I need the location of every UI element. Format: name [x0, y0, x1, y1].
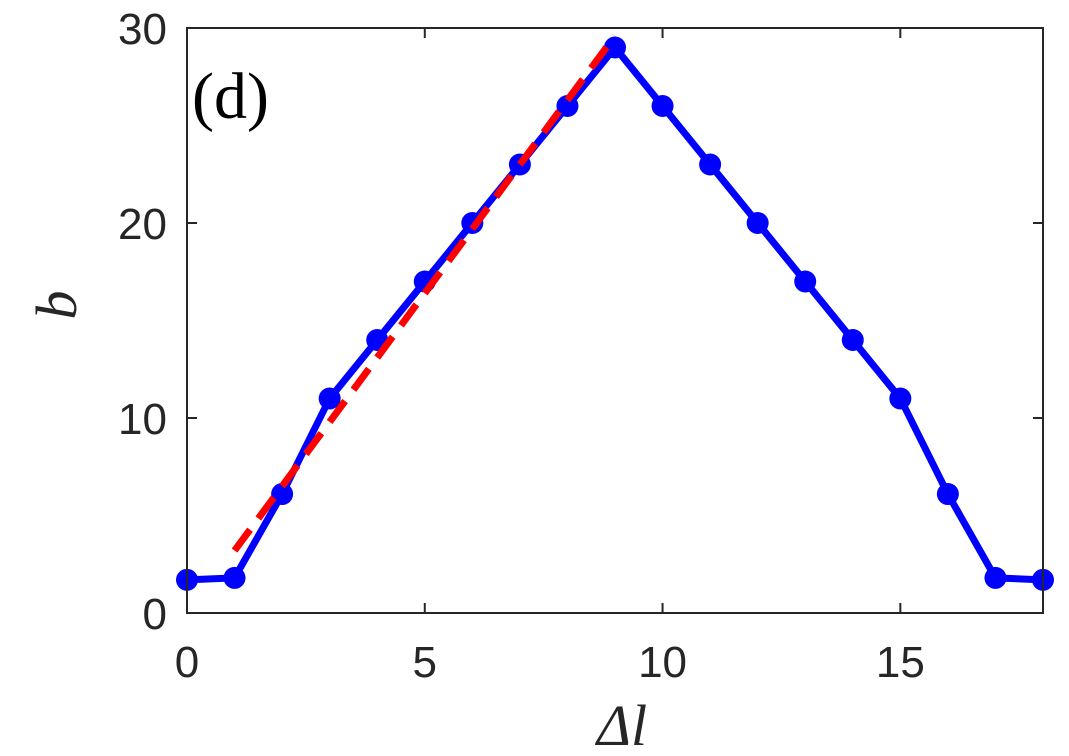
y-tick-label: 0 — [143, 590, 167, 639]
panel-label: (d) — [192, 60, 269, 133]
plot-frame — [186, 27, 1044, 614]
data-point — [841, 329, 864, 351]
data-point — [556, 95, 579, 117]
x-tick-label: 0 — [175, 638, 199, 687]
x-tick-label: 15 — [876, 638, 925, 687]
data-point — [223, 566, 246, 589]
data-point — [651, 95, 674, 117]
data-point — [794, 270, 817, 293]
data-point — [271, 483, 294, 506]
data-point — [604, 36, 626, 59]
data-point — [984, 566, 1007, 589]
tick-labels: 0 5 10 15 0 10 20 30 — [118, 5, 925, 687]
tick-marks — [186, 27, 1043, 614]
y-tick-label: 20 — [118, 200, 167, 249]
data-point — [699, 153, 722, 176]
data-point — [889, 387, 912, 410]
y-tick-label: 10 — [118, 395, 167, 444]
dashed-fit-line — [231, 33, 618, 553]
data-point — [746, 212, 769, 234]
y-axis-label: b — [24, 291, 89, 320]
data-point — [936, 483, 959, 506]
plot-area — [187, 28, 1043, 613]
x-tick-label: 5 — [413, 638, 437, 687]
y-tick-label: 30 — [118, 5, 167, 54]
data-point — [318, 387, 341, 410]
x-tick-label: 10 — [638, 638, 687, 687]
series-layer — [176, 33, 1054, 591]
x-axis-label: Δl — [595, 693, 647, 756]
